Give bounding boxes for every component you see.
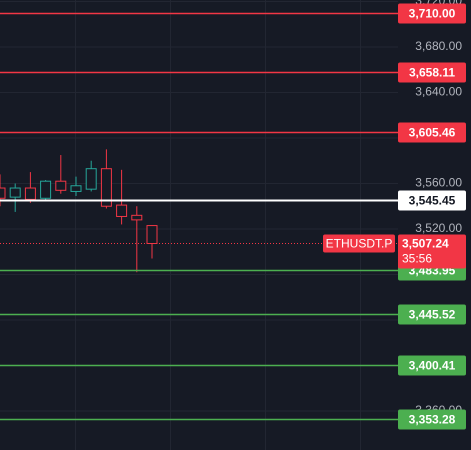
- candle-body: [9, 187, 21, 198]
- candle-body: [85, 168, 97, 190]
- y-tick-label: 3,560.00: [415, 176, 462, 190]
- level-label-box: [398, 304, 466, 325]
- candle-body: [55, 180, 67, 191]
- vertical-grid: [75, 0, 361, 450]
- candle-body: [40, 180, 52, 199]
- candle-body: [116, 204, 128, 217]
- last-price-label: 3,507.24: [402, 237, 449, 251]
- level-label-box: [398, 122, 466, 143]
- level-label-box: [398, 355, 466, 376]
- level-label: 3,710.00: [409, 7, 456, 21]
- candle-body: [24, 187, 36, 200]
- last-price-box: [398, 234, 466, 269]
- level-label-box: [398, 62, 466, 83]
- y-tick-label: 3,640.00: [415, 85, 462, 99]
- candle-body: [100, 168, 112, 207]
- candle-body: [146, 225, 158, 244]
- level-label: 3,658.11: [409, 66, 455, 80]
- y-tick-label: 3,680.00: [415, 39, 462, 53]
- y-tick-label: 3,520.00: [415, 221, 462, 235]
- countdown-label: 35:56: [402, 252, 432, 266]
- candle-body: [0, 187, 6, 199]
- level-label-box: [398, 409, 466, 430]
- level-label: 3,400.41: [409, 359, 456, 373]
- level-label: 3,353.28: [409, 413, 456, 427]
- symbol-box: [323, 234, 395, 253]
- level-label: 3,545.45: [409, 194, 456, 208]
- level-label: 3,605.46: [409, 126, 456, 140]
- level-label: 3,445.52: [409, 308, 456, 322]
- candle-body: [131, 214, 143, 221]
- level-label-box: [398, 3, 466, 24]
- candle-body: [70, 185, 82, 192]
- symbol-label: ETHUSDT.P: [326, 237, 393, 251]
- level-label-box: [398, 190, 466, 211]
